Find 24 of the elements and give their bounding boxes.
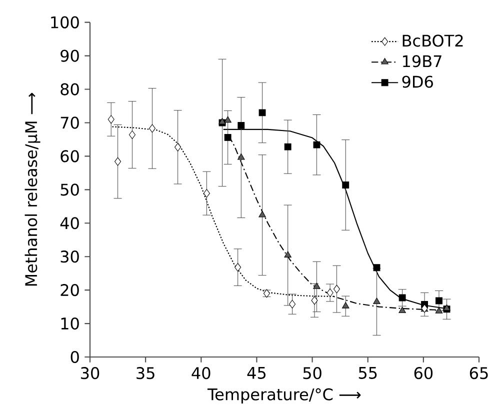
- x-tick-label: 35: [136, 367, 154, 380]
- y-tick-label: 30: [60, 250, 79, 263]
- y-tick-label: 20: [60, 284, 79, 296]
- y-axis-title: Methanol release/μM ⟶: [24, 92, 40, 286]
- x-tick-label: 40: [192, 367, 210, 380]
- y-tick-label: 0: [70, 350, 79, 364]
- legend-label: 19B7: [403, 55, 442, 68]
- x-tick-label: 50: [303, 367, 322, 380]
- y-tick-label: 90: [60, 50, 79, 62]
- y-tick-label: 100: [51, 16, 79, 28]
- x-tick-label: 45: [247, 367, 266, 379]
- y-tick-label: 10: [61, 317, 79, 330]
- y-tick-label: 70: [60, 116, 79, 129]
- x-axis-title: Temperature/°C ⟶: [207, 388, 361, 404]
- x-tick-label: 55: [358, 367, 377, 379]
- legend-label: BcBOT2: [402, 34, 463, 47]
- x-tick-label: 60: [414, 367, 433, 380]
- x-tick-label: 65: [470, 367, 488, 380]
- legend-label: 9D6: [402, 76, 433, 88]
- y-tick-label: 80: [60, 83, 79, 96]
- y-tick-label: 40: [60, 217, 79, 230]
- x-tick-label: 30: [81, 367, 100, 380]
- y-tick-label: 60: [60, 150, 79, 162]
- y-tick-label: 50: [60, 184, 79, 196]
